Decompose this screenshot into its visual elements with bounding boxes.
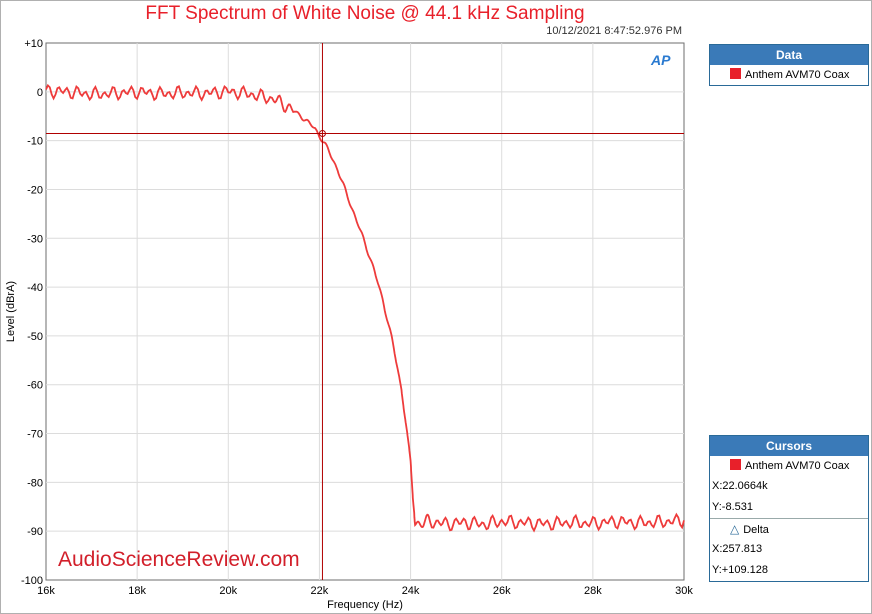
- delta-label: Delta: [743, 524, 769, 536]
- y-tick-label: -50: [27, 331, 43, 343]
- cursor-y-readout: Y:-8.531: [712, 501, 753, 513]
- watermark: AudioScienceReview.com: [58, 548, 300, 571]
- cursor-legend-label: Anthem AVM70 Coax: [745, 460, 850, 472]
- delta-icon: △: [730, 522, 740, 536]
- x-tick-label: 28k: [584, 585, 602, 597]
- plot-area: [45, 42, 685, 581]
- timestamp: 10/12/2021 8:47:52.976 PM: [546, 25, 682, 37]
- series-line: [45, 83, 685, 533]
- x-axis-label: Frequency (Hz): [327, 599, 403, 611]
- y-tick-label: -70: [27, 429, 43, 441]
- data-legend-label: Anthem AVM70 Coax: [745, 69, 850, 81]
- y-axis-label: Level (dBrA): [5, 281, 17, 342]
- cursor-point: [318, 129, 326, 137]
- data-legend-item[interactable]: Anthem AVM70 Coax: [710, 65, 868, 85]
- cursor-legend-item[interactable]: Anthem AVM70 Coax: [710, 456, 868, 476]
- y-tick-label: -80: [27, 477, 43, 489]
- y-tick-label: -40: [27, 282, 43, 294]
- cursor-x-readout: X:22.0664k: [712, 480, 768, 492]
- x-tick-label: 30k: [675, 585, 693, 597]
- y-tick-label: -60: [27, 380, 43, 392]
- cursors-panel-title: Cursors: [710, 436, 868, 456]
- chart-title: FFT Spectrum of White Noise @ 44.1 kHz S…: [145, 3, 585, 24]
- y-tick-label: -10: [27, 136, 43, 148]
- x-tick-label: 24k: [402, 585, 420, 597]
- ap-logo: AP: [651, 52, 671, 68]
- delta-y-readout: Y:+109.128: [712, 564, 768, 576]
- data-panel: Data Anthem AVM70 Coax: [709, 44, 869, 86]
- y-tick-label: -90: [27, 526, 43, 538]
- data-panel-title: Data: [710, 45, 868, 65]
- x-tick-label: 22k: [311, 585, 329, 597]
- y-tick-label: -30: [27, 233, 43, 245]
- y-tick-label: -20: [27, 184, 43, 196]
- delta-x-readout: X:257.813: [712, 543, 763, 555]
- series-swatch-icon: [730, 68, 741, 79]
- delta-header: △ Delta: [710, 519, 868, 539]
- x-tick-label: 18k: [128, 585, 146, 597]
- cursor-divider: [710, 518, 868, 519]
- x-tick-label: 26k: [493, 585, 511, 597]
- cursor-swatch-icon: [730, 459, 741, 470]
- cursors-panel: Cursors Anthem AVM70 Coax X:22.0664k Y:-…: [709, 435, 869, 582]
- y-tick-label: +10: [24, 38, 43, 50]
- y-tick-label: -100: [21, 575, 43, 587]
- x-tick-label: 16k: [37, 585, 55, 597]
- y-tick-label: 0: [37, 87, 43, 99]
- x-tick-label: 20k: [219, 585, 237, 597]
